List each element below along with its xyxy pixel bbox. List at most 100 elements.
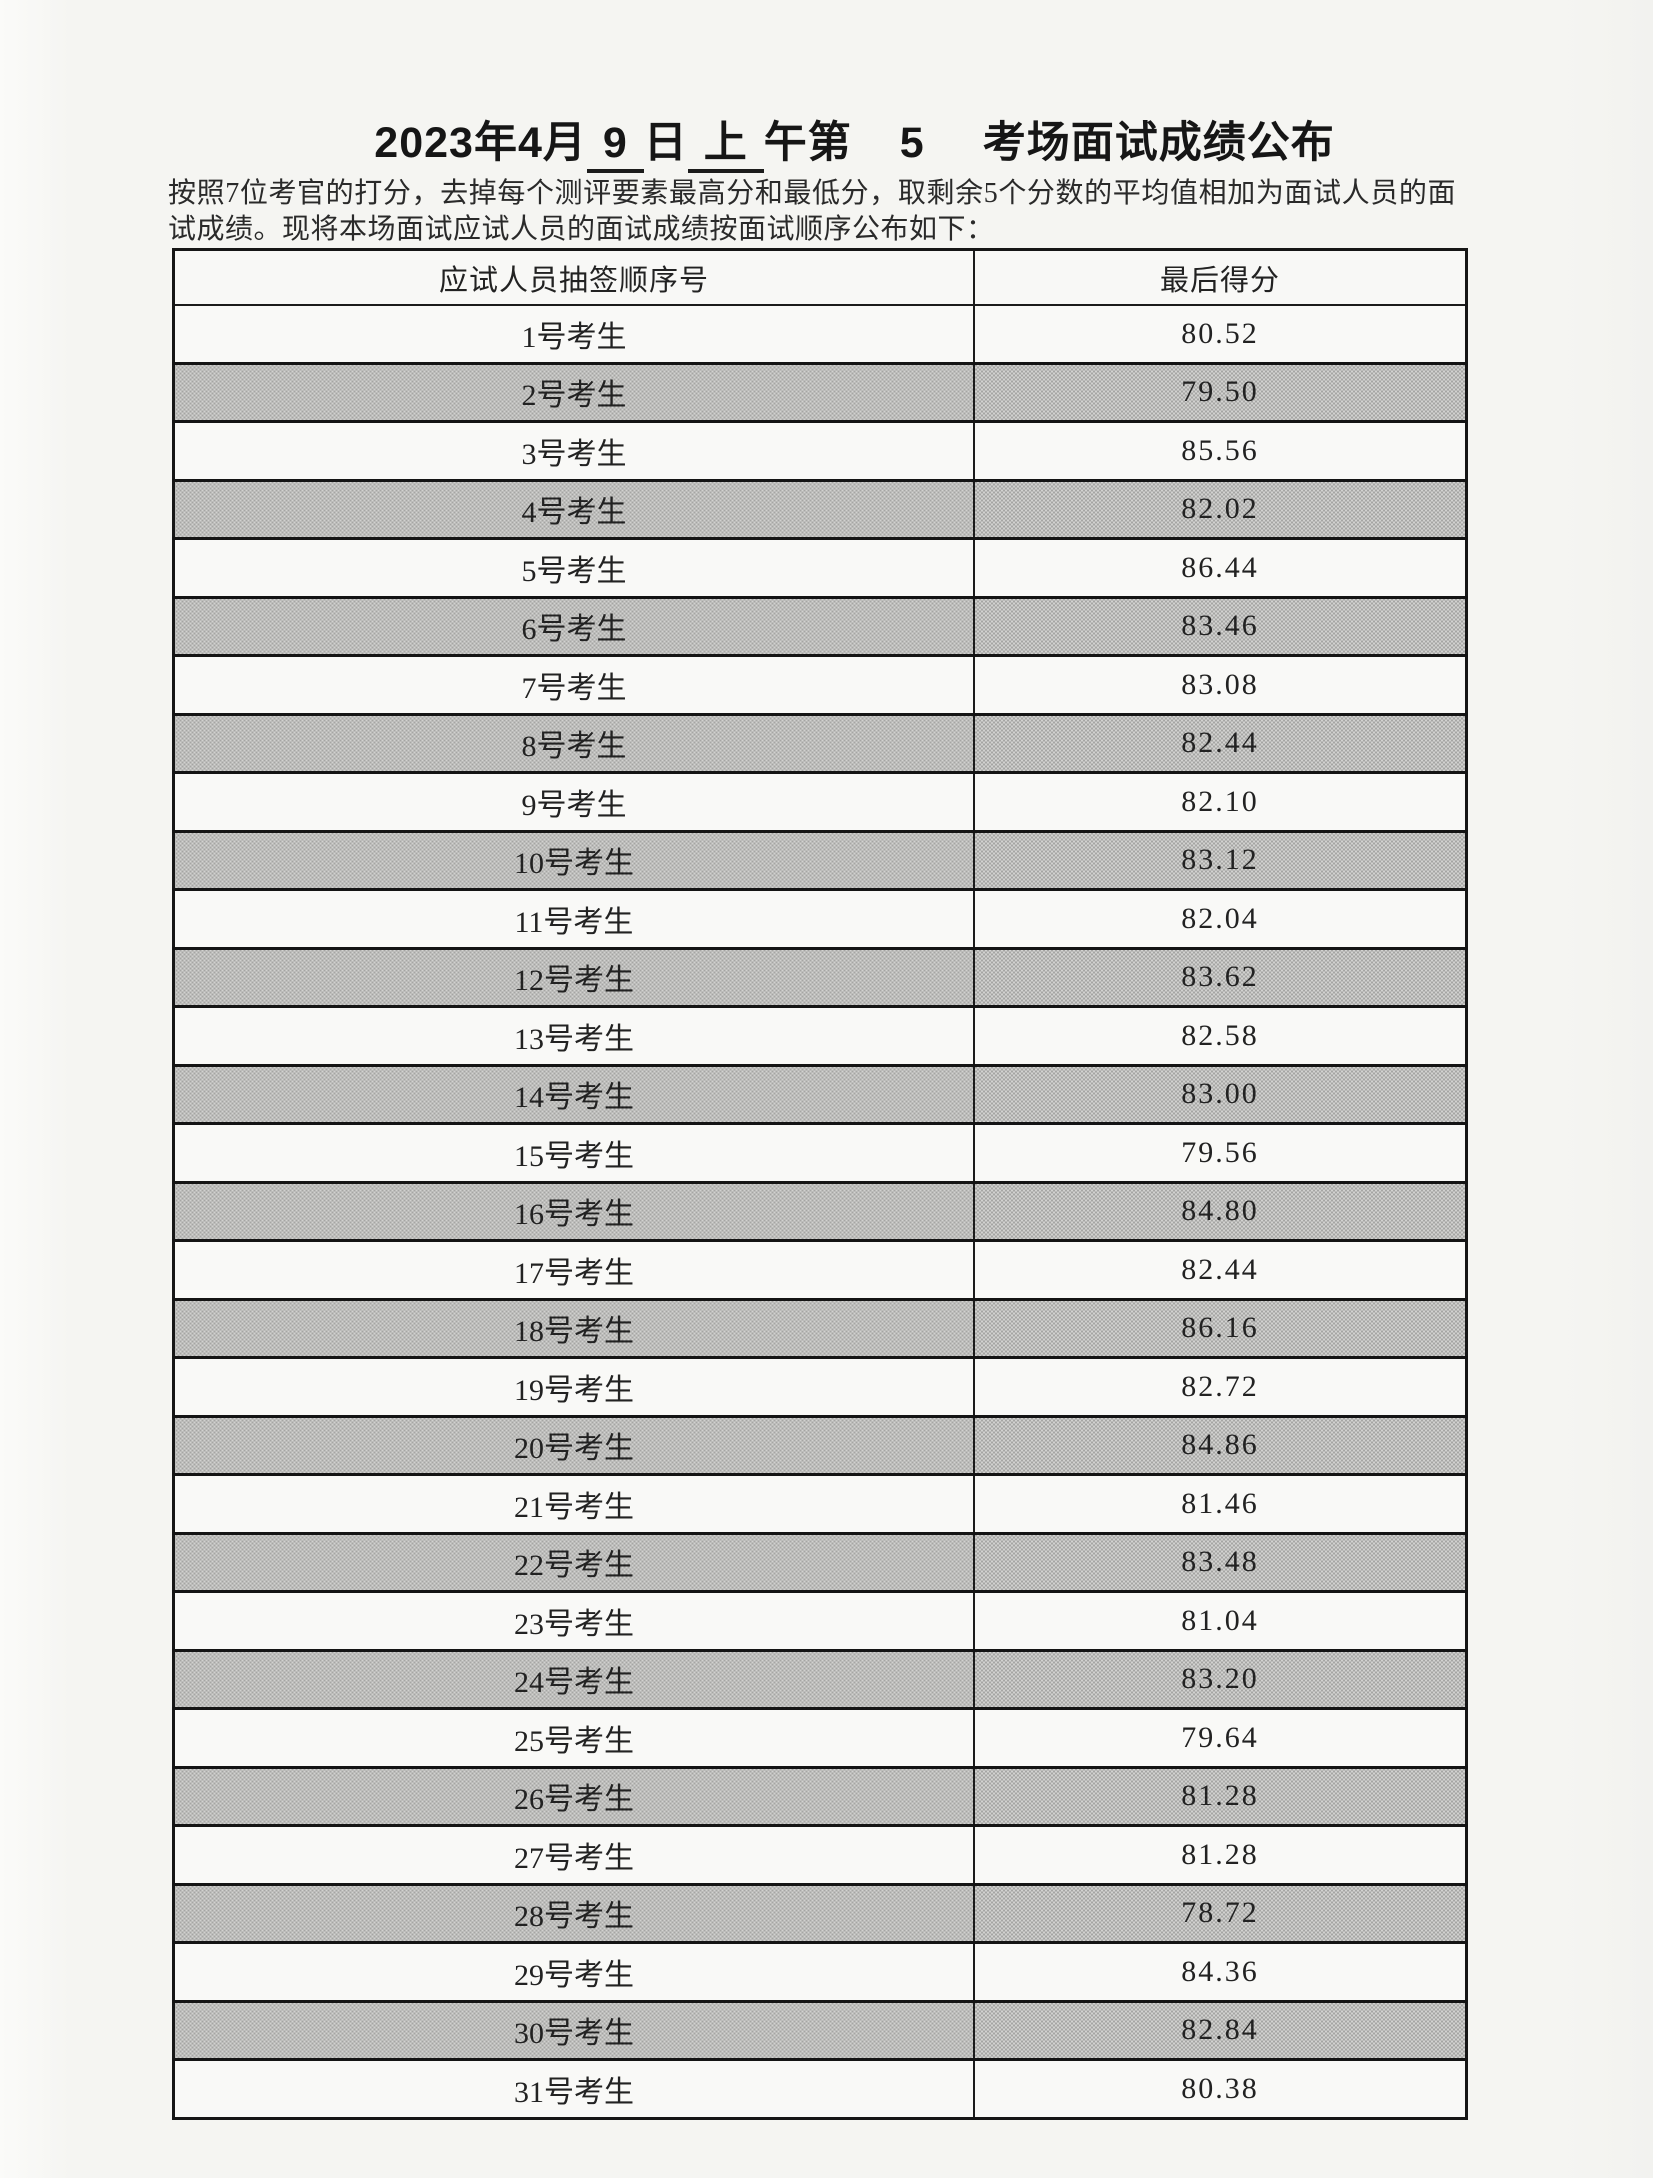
table-row: 29号考生 84.36 <box>172 1941 1468 2002</box>
score-cell: 86.16 <box>973 1297 1468 1359</box>
candidate-cell: 16号考生 <box>172 1180 975 1242</box>
header-row: 应试人员抽签顺序号 最后得分 <box>172 248 1468 306</box>
score-cell: 84.86 <box>973 1414 1468 1476</box>
title-suffix: 考场面试成绩公布 <box>982 119 1335 167</box>
candidate-cell: 13号考生 <box>172 1005 975 1066</box>
table-row: 3号考生 85.56 <box>172 420 1468 481</box>
score-cell: 83.00 <box>973 1063 1468 1125</box>
candidate-cell: 15号考生 <box>172 1122 975 1183</box>
score-cell: 78.72 <box>973 1882 1468 1944</box>
table-row: 28号考生 78.72 <box>172 1882 1468 1944</box>
table-body: 1号考生 80.52 2号考生 79.50 3号考生 85.56 4号考生 82.02 5号考生… <box>172 304 1468 2119</box>
score-cell: 81.46 <box>973 1473 1468 1534</box>
intro-line-2: 试成绩。现将本场面试应试人员的面试成绩按面试顺序公布如下： <box>168 214 995 245</box>
table-row: 24号考生 83.20 <box>172 1648 1468 1710</box>
score-cell: 82.72 <box>973 1356 1468 1417</box>
table-row: 31号考生 80.38 <box>172 2058 1468 2119</box>
score-cell: 84.36 <box>973 1941 1468 2002</box>
candidate-cell: 29号考生 <box>172 1941 975 2002</box>
score-cell: 85.56 <box>973 420 1468 481</box>
candidate-cell: 1号考生 <box>172 304 975 364</box>
score-cell: 83.48 <box>973 1531 1468 1593</box>
candidate-cell: 27号考生 <box>172 1824 975 1885</box>
candidate-cell: 20号考生 <box>172 1414 975 1476</box>
score-cell: 81.28 <box>973 1765 1468 1827</box>
candidate-cell: 30号考生 <box>172 1999 975 2061</box>
table-row: 12号考生 83.62 <box>172 946 1468 1008</box>
candidate-cell: 22号考生 <box>172 1531 975 1593</box>
candidate-cell: 21号考生 <box>172 1473 975 1534</box>
table-row: 10号考生 83.12 <box>172 829 1468 891</box>
score-cell: 82.84 <box>973 1999 1468 2061</box>
score-cell: 81.04 <box>973 1590 1468 1651</box>
table-row: 15号考生 79.56 <box>172 1122 1468 1183</box>
table-row: 4号考生 82.02 <box>172 478 1468 540</box>
score-cell: 81.28 <box>973 1824 1468 1885</box>
score-cell: 82.58 <box>973 1005 1468 1066</box>
candidate-cell: 5号考生 <box>172 537 975 598</box>
candidate-cell: 8号考生 <box>172 712 975 774</box>
column-header-final-score: 最后得分 <box>973 248 1468 306</box>
score-cell: 84.80 <box>973 1180 1468 1242</box>
candidate-cell: 23号考生 <box>172 1590 975 1651</box>
candidate-cell: 12号考生 <box>172 946 975 1008</box>
score-cell: 83.12 <box>973 829 1468 891</box>
title-mid1: 日 <box>643 119 688 167</box>
candidate-cell: 28号考生 <box>172 1882 975 1944</box>
table-row: 23号考生 81.04 <box>172 1590 1468 1651</box>
candidate-cell: 19号考生 <box>172 1356 975 1417</box>
score-cell: 82.02 <box>973 478 1468 540</box>
candidate-cell: 3号考生 <box>172 420 975 481</box>
table-row: 8号考生 82.44 <box>172 712 1468 774</box>
candidate-cell: 4号考生 <box>172 478 975 540</box>
intro-paragraph: 按照7位考官的打分，去掉每个测评要素最高分和最低分，取剩余5个分数的平均值相加为… <box>168 176 1456 248</box>
candidate-cell: 9号考生 <box>172 771 975 832</box>
table-row: 20号考生 84.86 <box>172 1414 1468 1476</box>
score-cell: 83.08 <box>973 654 1468 715</box>
table-row: 22号考生 83.48 <box>172 1531 1468 1593</box>
title-mid2: 午第 <box>763 119 852 167</box>
score-cell: 79.56 <box>973 1122 1468 1183</box>
score-cell: 79.64 <box>973 1707 1468 1768</box>
candidate-cell: 2号考生 <box>172 361 975 423</box>
table-row: 5号考生 86.44 <box>172 537 1468 598</box>
table-row: 27号考生 81.28 <box>172 1824 1468 1885</box>
table-row: 2号考生 79.50 <box>172 361 1468 423</box>
candidate-cell: 31号考生 <box>172 2058 975 2119</box>
candidate-cell: 26号考生 <box>172 1765 975 1827</box>
candidate-cell: 24号考生 <box>172 1648 975 1710</box>
candidate-cell: 14号考生 <box>172 1063 975 1125</box>
table-row: 18号考生 86.16 <box>172 1297 1468 1359</box>
title-date-prefix: 2023年4月 <box>374 119 587 167</box>
page-title: 2023年4月 9 日上午第 5 考场面试成绩公布 <box>28 108 1653 174</box>
candidate-cell: 18号考生 <box>172 1297 975 1359</box>
table-row: 16号考生 84.80 <box>172 1180 1468 1242</box>
table-row: 9号考生 82.10 <box>172 771 1468 832</box>
candidate-cell: 11号考生 <box>172 888 975 949</box>
score-cell: 80.38 <box>973 2058 1468 2119</box>
column-header-order-no: 应试人员抽签顺序号 <box>172 248 975 306</box>
table-row: 1号考生 80.52 <box>172 304 1468 364</box>
table-row: 17号考生 82.44 <box>172 1239 1468 1300</box>
candidate-cell: 10号考生 <box>172 829 975 891</box>
candidate-cell: 6号考生 <box>172 595 975 657</box>
table-row: 26号考生 81.28 <box>172 1765 1468 1827</box>
score-cell: 83.46 <box>973 595 1468 657</box>
score-cell: 83.20 <box>973 1648 1468 1710</box>
table-row: 7号考生 83.08 <box>172 654 1468 715</box>
candidate-cell: 17号考生 <box>172 1239 975 1300</box>
score-cell: 80.52 <box>973 304 1468 364</box>
table-row: 30号考生 82.84 <box>172 1999 1468 2061</box>
score-cell: 86.44 <box>973 537 1468 598</box>
score-cell: 82.10 <box>973 771 1468 832</box>
score-cell: 82.44 <box>973 1239 1468 1300</box>
table-row: 13号考生 82.58 <box>172 1005 1468 1066</box>
table-row: 11号考生 82.04 <box>172 888 1468 949</box>
table-row: 6号考生 83.46 <box>172 595 1468 657</box>
score-cell: 79.50 <box>973 361 1468 423</box>
score-cell: 82.44 <box>973 712 1468 774</box>
table-row: 25号考生 79.64 <box>172 1707 1468 1768</box>
table-row: 14号考生 83.00 <box>172 1063 1468 1125</box>
table-row: 21号考生 81.46 <box>172 1473 1468 1534</box>
title-day-underlined: 9 <box>586 119 644 174</box>
